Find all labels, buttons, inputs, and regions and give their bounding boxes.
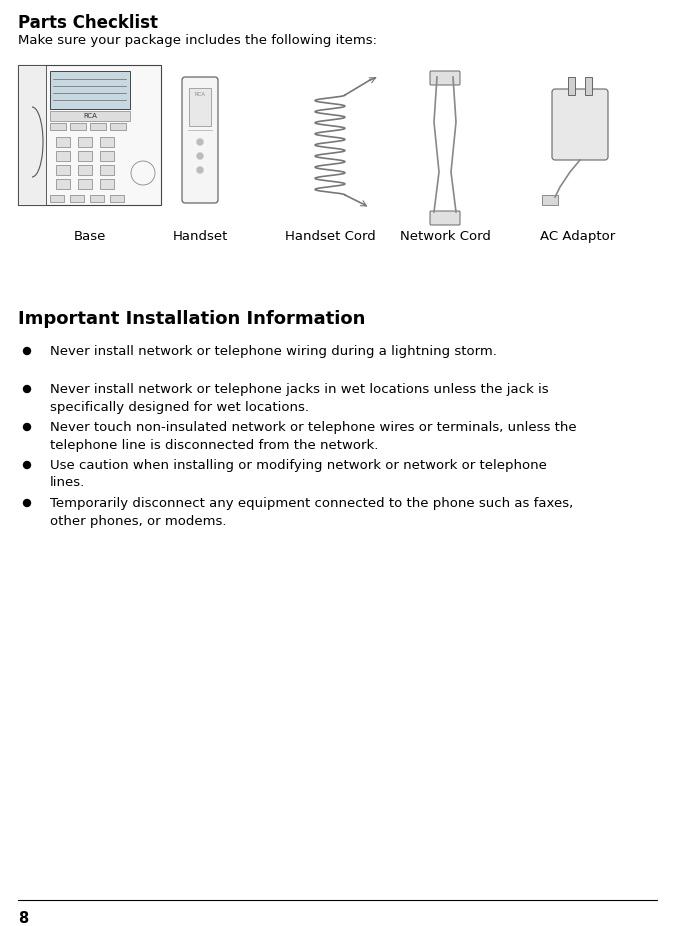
Text: Network Cord: Network Cord: [400, 230, 491, 243]
Bar: [542, 195, 558, 205]
Bar: [70, 195, 84, 202]
Bar: [110, 123, 126, 130]
Text: Base: Base: [74, 230, 106, 243]
Bar: [56, 165, 70, 175]
Bar: [50, 71, 130, 109]
Bar: [90, 123, 106, 130]
FancyBboxPatch shape: [182, 77, 218, 203]
Bar: [78, 179, 92, 189]
Text: Never install network or telephone wiring during a lightning storm.: Never install network or telephone wirin…: [50, 345, 497, 358]
Bar: [56, 179, 70, 189]
Text: 8: 8: [18, 911, 28, 926]
Text: Parts Checklist: Parts Checklist: [18, 14, 158, 32]
Bar: [100, 137, 114, 147]
Bar: [78, 151, 92, 161]
Bar: [78, 165, 92, 175]
Circle shape: [24, 347, 30, 355]
Text: Important Installation Information: Important Installation Information: [18, 310, 365, 328]
Bar: [100, 179, 114, 189]
Bar: [78, 137, 92, 147]
Bar: [568, 77, 575, 95]
Circle shape: [197, 139, 203, 145]
Bar: [50, 111, 130, 121]
Bar: [90, 195, 104, 202]
Circle shape: [24, 423, 30, 431]
Text: Handset: Handset: [172, 230, 227, 243]
Bar: [50, 123, 66, 130]
Circle shape: [24, 385, 30, 393]
Bar: [189, 88, 211, 126]
Text: Use caution when installing or modifying network or network or telephone
lines.: Use caution when installing or modifying…: [50, 459, 547, 490]
Bar: [585, 77, 592, 95]
Circle shape: [197, 153, 203, 159]
Bar: [100, 151, 114, 161]
FancyBboxPatch shape: [430, 211, 460, 225]
Circle shape: [24, 499, 30, 507]
Text: Handset Cord: Handset Cord: [285, 230, 375, 243]
Text: RCA: RCA: [194, 92, 205, 96]
Text: Temporarily disconnect any equipment connected to the phone such as faxes,
other: Temporarily disconnect any equipment con…: [50, 497, 573, 528]
Bar: [100, 165, 114, 175]
Bar: [56, 137, 70, 147]
Text: Never touch non-insulated network or telephone wires or terminals, unless the
te: Never touch non-insulated network or tel…: [50, 421, 576, 452]
Bar: [110, 195, 124, 202]
Bar: [70, 123, 86, 130]
Text: Make sure your package includes the following items:: Make sure your package includes the foll…: [18, 34, 377, 47]
Text: AC Adaptor: AC Adaptor: [541, 230, 616, 243]
Bar: [56, 151, 70, 161]
FancyBboxPatch shape: [430, 71, 460, 85]
Bar: [18, 65, 46, 205]
Bar: [18, 65, 161, 205]
Circle shape: [197, 167, 203, 173]
Bar: [50, 195, 64, 202]
Text: Never install network or telephone jacks in wet locations unless the jack is
spe: Never install network or telephone jacks…: [50, 383, 549, 414]
FancyBboxPatch shape: [552, 89, 608, 160]
Circle shape: [24, 461, 30, 469]
Text: RCA: RCA: [83, 113, 97, 119]
